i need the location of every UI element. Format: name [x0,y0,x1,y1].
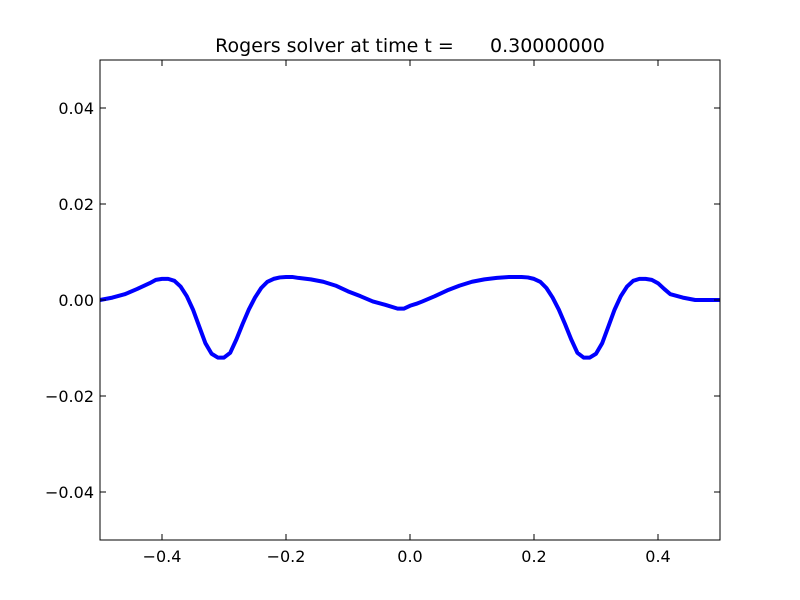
y-tick-label: 0.00 [58,291,94,310]
x-tick-label: 0.4 [645,547,670,566]
y-axis-ticks: 0.04 0.02 0.00 −0.02 −0.04 [45,99,720,502]
series-line [99,274,720,360]
x-tick-label: −0.4 [143,547,182,566]
x-axis-ticks: −0.4 −0.2 0.0 0.2 0.4 [143,60,671,566]
y-tick-label: 0.04 [58,99,94,118]
y-tick-label: −0.04 [45,483,94,502]
x-tick-label: 0.2 [521,547,546,566]
y-tick-label: 0.02 [58,195,94,214]
data-lines [99,274,720,360]
plot-area [100,60,720,540]
x-tick-label: 0.0 [397,547,422,566]
x-tick-label: −0.2 [267,547,306,566]
y-tick-label: −0.02 [45,387,94,406]
chart-title: Rogers solver at time t = 0.30000000 [215,35,605,57]
